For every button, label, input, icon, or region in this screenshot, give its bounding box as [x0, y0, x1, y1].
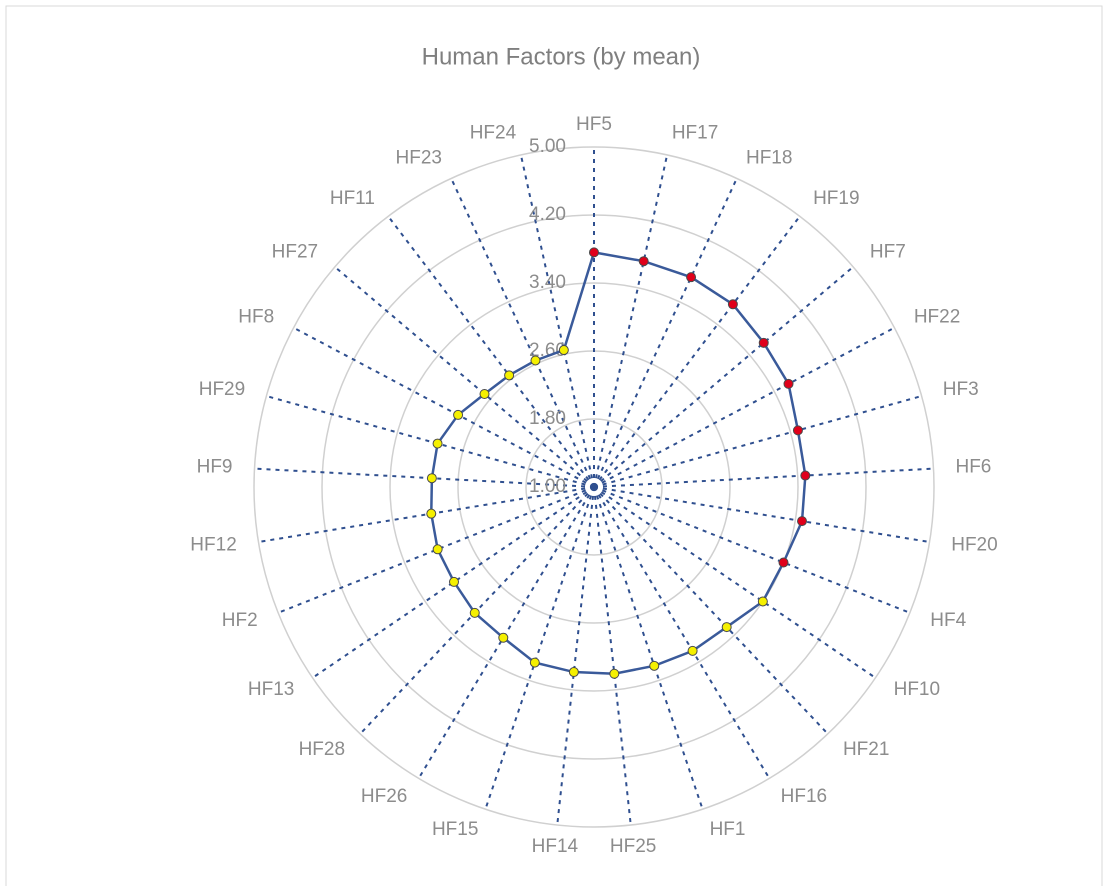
marker [757, 596, 768, 607]
marker [453, 409, 464, 420]
spoke [484, 486, 595, 810]
spoke [387, 215, 595, 488]
category-label: HF3 [943, 379, 979, 400]
marker [797, 516, 808, 527]
tick-label: 1.80 [529, 408, 566, 429]
spoke [593, 215, 801, 488]
category-label: HF21 [843, 739, 889, 760]
grid-ring [525, 418, 663, 556]
marker [448, 576, 459, 587]
marker [432, 438, 443, 449]
marker [426, 508, 437, 519]
category-label: HF4 [930, 610, 966, 631]
category-label: HF22 [914, 306, 960, 327]
marker [589, 247, 599, 258]
marker [649, 660, 660, 671]
category-label: HF12 [190, 535, 236, 556]
grid-ring [253, 146, 935, 828]
spoke [593, 486, 632, 826]
marker [426, 473, 437, 484]
category-label: HF20 [951, 535, 997, 556]
marker [558, 345, 569, 356]
category-label: HF13 [248, 679, 294, 700]
marker [800, 470, 811, 481]
category-label: HF10 [894, 679, 940, 700]
marker [792, 425, 803, 436]
tick-label: 3.40 [529, 272, 566, 293]
marker [469, 607, 480, 618]
category-label: HF29 [199, 379, 245, 400]
tick-label: 4.20 [529, 204, 566, 225]
marker [778, 557, 789, 568]
spoke [312, 486, 595, 679]
spoke [593, 178, 738, 488]
spoke [593, 467, 934, 488]
spoke [519, 154, 595, 488]
category-label: HF11 [330, 188, 375, 209]
category-label: HF16 [781, 786, 827, 807]
spoke [593, 326, 895, 488]
marker [529, 657, 540, 668]
category-label: HF9 [197, 456, 233, 477]
marker [687, 645, 698, 656]
spoke [556, 486, 595, 826]
spoke [593, 486, 930, 543]
marker [568, 667, 579, 678]
category-label: HF17 [672, 122, 718, 143]
marker [638, 256, 649, 267]
spoke [417, 486, 595, 779]
category-label: HF26 [361, 786, 407, 807]
spoke [593, 486, 704, 810]
spoke [359, 486, 595, 735]
spoke [277, 486, 595, 614]
marker [530, 355, 541, 366]
marker [504, 370, 515, 381]
chart-frame [5, 5, 1103, 886]
category-label: HF27 [272, 242, 318, 263]
spoke [593, 154, 669, 488]
marker [479, 389, 490, 400]
grid-ring [389, 282, 799, 692]
tick-label: 5.00 [529, 136, 566, 157]
category-label: HF5 [576, 114, 612, 135]
marker [783, 378, 794, 389]
category-label: HF18 [746, 147, 792, 168]
category-label: HF1 [710, 819, 746, 840]
category-label: HF7 [870, 242, 906, 263]
category-label: HF8 [238, 306, 274, 327]
marker [758, 337, 769, 348]
spoke [593, 486, 771, 779]
chart-title: Human Factors (by mean) [422, 43, 701, 70]
spoke [266, 395, 595, 488]
spoke [258, 486, 595, 543]
spoke [254, 467, 595, 488]
marker [609, 668, 620, 679]
category-label: HF6 [955, 456, 991, 477]
category-label: HF28 [299, 739, 345, 760]
series-line [430, 250, 807, 676]
category-label: HF25 [610, 836, 656, 857]
spoke [593, 486, 911, 614]
category-label: HF15 [432, 819, 478, 840]
spoke [593, 486, 829, 735]
marker [727, 299, 738, 310]
category-label: HF24 [470, 122, 517, 143]
spoke [593, 266, 854, 488]
tick-label: 1.00 [529, 476, 566, 497]
marker [432, 544, 443, 555]
marker [721, 622, 732, 633]
marker [498, 632, 509, 643]
spoke [293, 326, 595, 488]
category-label: HF19 [813, 188, 859, 209]
category-label: HF2 [222, 610, 258, 631]
marker [686, 272, 697, 283]
spoke [334, 266, 595, 488]
category-label: HF14 [532, 836, 579, 857]
tick-label: 2.60 [529, 340, 566, 361]
spoke [593, 486, 876, 679]
spoke [593, 395, 922, 488]
spoke [450, 178, 595, 488]
category-label: HF23 [396, 147, 442, 168]
